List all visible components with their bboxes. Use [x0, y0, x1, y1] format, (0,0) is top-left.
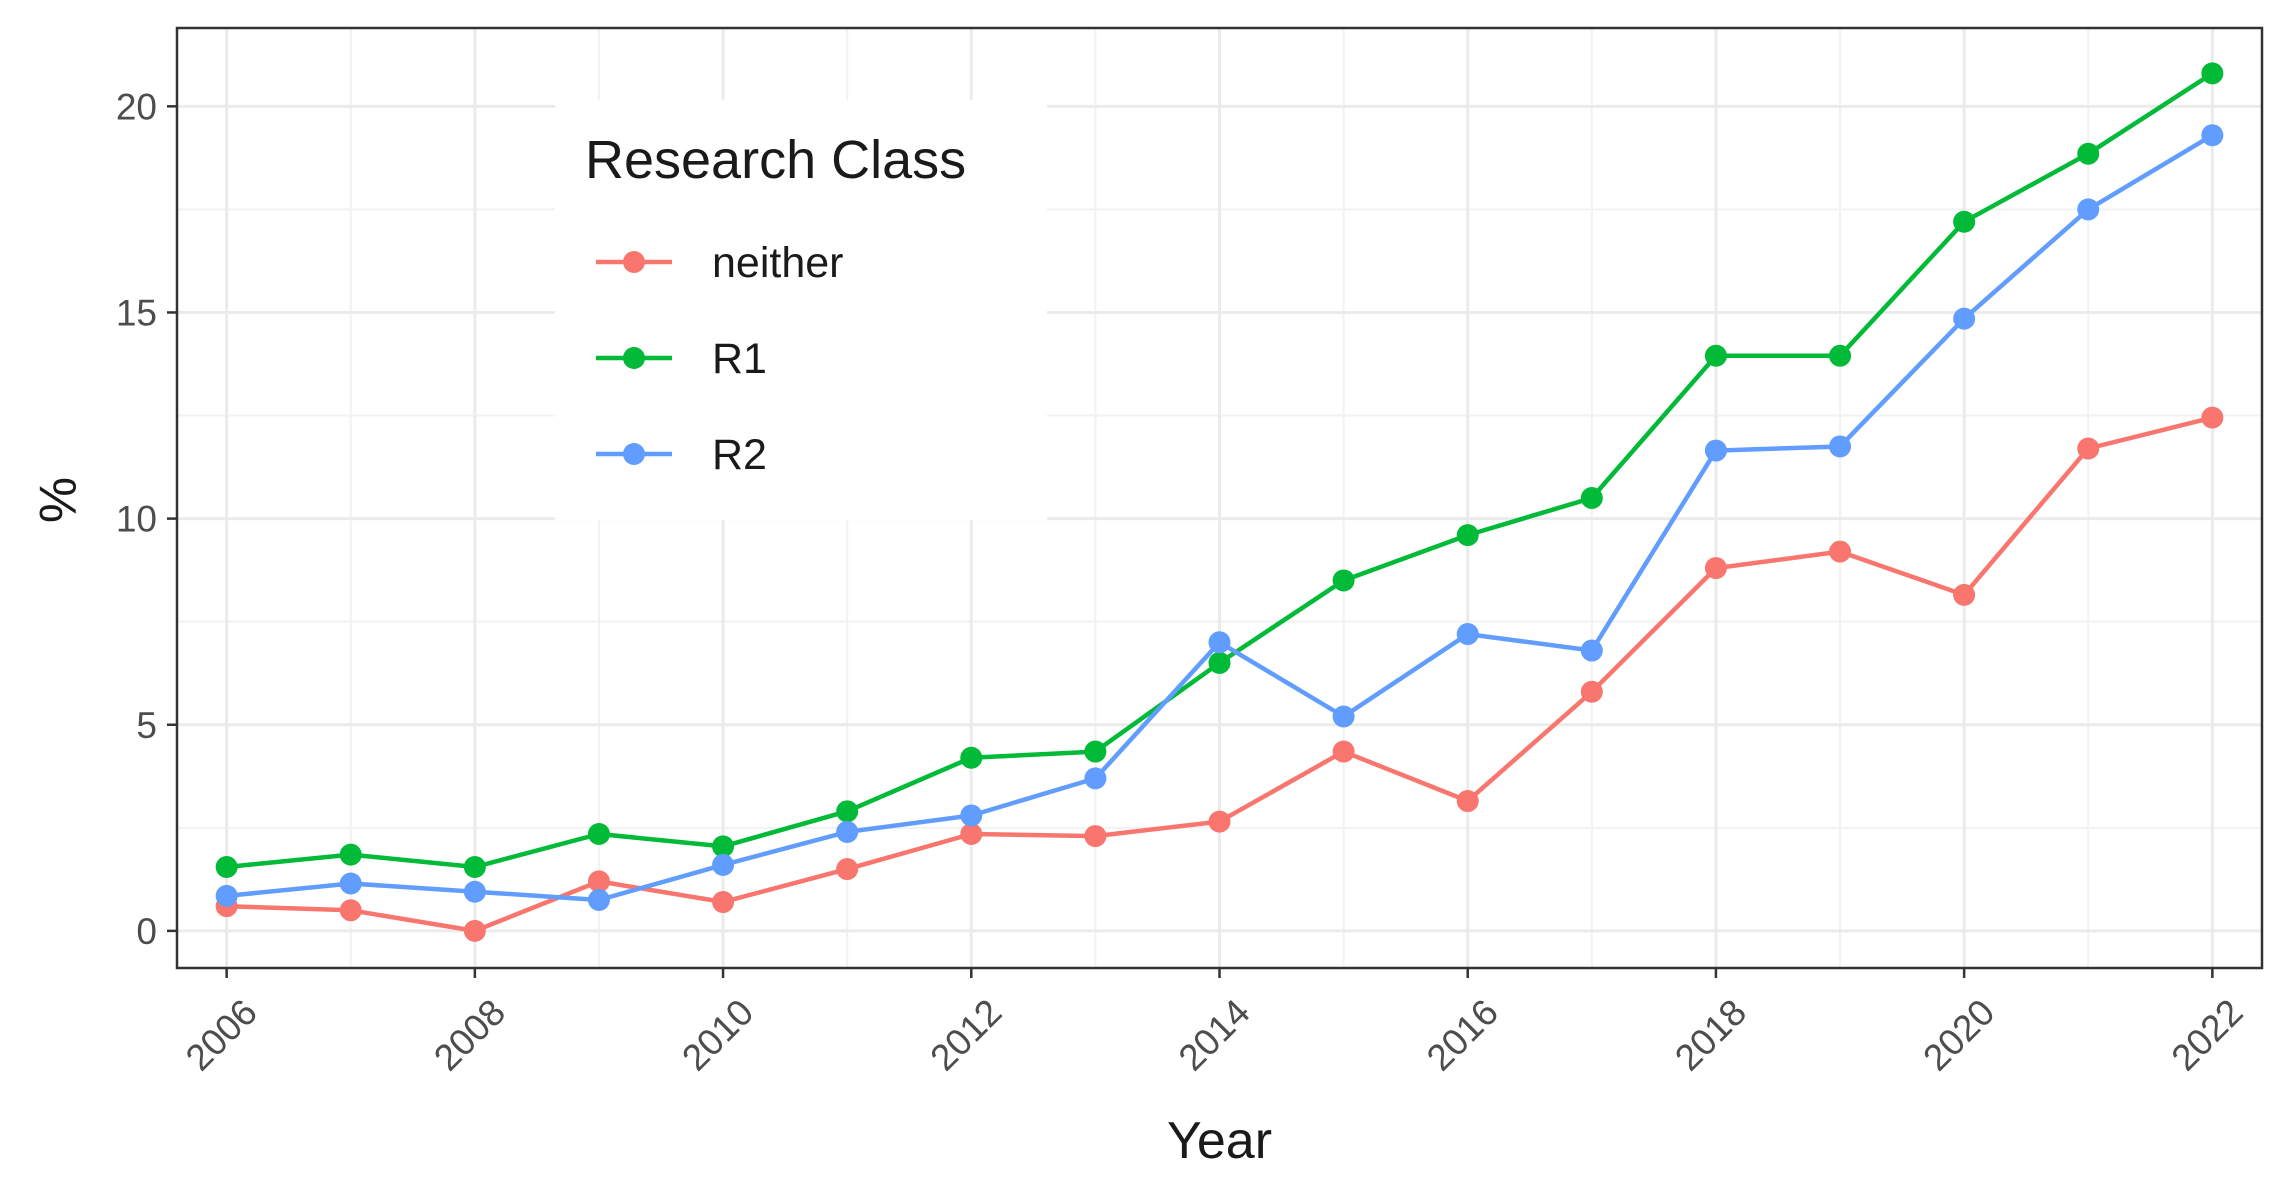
data-point-r1	[463, 855, 486, 878]
data-point-neither	[1580, 680, 1603, 703]
legend: Research Class neither R1 R2	[555, 100, 1047, 520]
legend-title: Research Class	[585, 130, 966, 190]
data-point-neither	[1208, 810, 1231, 833]
data-point-r1	[1580, 487, 1603, 509]
y-axis-title: %	[30, 477, 88, 523]
data-point-r1	[1332, 569, 1355, 592]
data-point-neither	[1829, 540, 1852, 563]
data-point-neither	[1456, 790, 1479, 813]
data-point-neither	[2077, 437, 2100, 460]
y-tick-label: 15	[116, 292, 157, 333]
legend-item-r2: R2	[596, 431, 767, 479]
data-point-r1	[2077, 142, 2100, 165]
data-point-r2	[339, 872, 362, 895]
data-point-neither	[712, 891, 735, 914]
data-point-r1	[836, 800, 859, 823]
data-point-neither	[1332, 740, 1355, 763]
data-point-neither	[339, 899, 362, 922]
data-point-r2	[1084, 767, 1107, 790]
data-point-neither	[463, 919, 486, 942]
data-point-r1	[1704, 344, 1727, 367]
data-point-r1	[960, 746, 983, 769]
data-point-neither	[1704, 557, 1727, 580]
series-r1	[215, 62, 2224, 878]
data-point-r2	[1332, 705, 1355, 728]
series-r2	[215, 124, 2224, 911]
series-layer	[215, 62, 2224, 942]
legend-key-point	[623, 443, 645, 465]
data-point-neither	[836, 858, 859, 881]
data-point-r2	[1829, 435, 1852, 458]
data-point-neither	[2201, 406, 2224, 429]
data-point-r2	[960, 804, 983, 827]
x-axis-title: Year	[1167, 1112, 1272, 1170]
data-point-r2	[712, 853, 735, 876]
legend-items: neither R1 R2	[596, 239, 843, 479]
y-tick-label: 10	[116, 499, 157, 540]
data-point-r1	[215, 855, 238, 878]
data-point-r1	[1084, 740, 1107, 763]
data-point-r1	[587, 823, 610, 846]
legend-item-r1: R1	[596, 335, 767, 383]
data-point-r1	[712, 835, 735, 858]
data-point-r1	[1208, 651, 1231, 674]
data-point-r2	[587, 888, 610, 911]
data-point-r2	[1704, 439, 1727, 462]
data-point-r1	[1456, 524, 1479, 547]
y-tick-label: 5	[136, 705, 157, 746]
legend-key-point	[623, 347, 645, 369]
data-point-r2	[463, 880, 486, 903]
data-point-r1	[339, 843, 362, 866]
data-point-r1	[1953, 210, 1976, 233]
legend-label: R2	[712, 431, 767, 479]
data-point-r2	[2077, 198, 2100, 221]
data-point-neither	[1953, 583, 1976, 606]
data-point-neither	[960, 823, 983, 846]
data-point-r2	[1208, 631, 1231, 654]
data-point-r2	[1456, 623, 1479, 646]
data-point-r1	[1829, 344, 1852, 367]
data-point-neither	[1084, 825, 1107, 848]
y-tick-label: 0	[136, 911, 157, 952]
data-point-r2	[1580, 639, 1603, 662]
data-point-r2	[2201, 124, 2224, 147]
data-point-r1	[2201, 62, 2224, 85]
data-point-r2	[836, 820, 859, 843]
legend-item-neither: neither	[596, 239, 843, 287]
data-point-r2	[215, 884, 238, 907]
data-point-r2	[1953, 307, 1976, 330]
data-point-neither	[587, 870, 610, 893]
legend-label: neither	[712, 239, 843, 287]
legend-key-point	[623, 251, 645, 273]
y-tick-label: 20	[116, 86, 157, 127]
legend-label: R1	[712, 335, 767, 383]
